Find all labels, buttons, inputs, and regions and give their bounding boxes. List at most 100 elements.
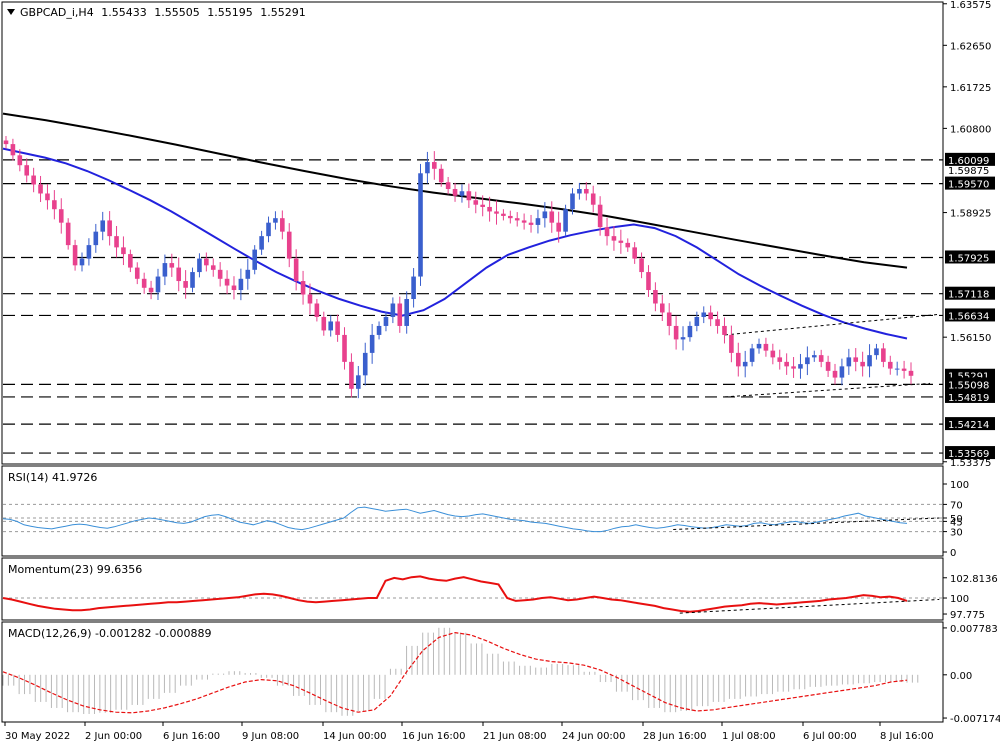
momentum-panel-frame [1,557,944,621]
candle-body [735,352,741,367]
candle-body [770,350,776,358]
candle-body [514,218,520,221]
header-close: 1.55291 [260,6,306,19]
rsi-header: RSI(14) 41.9726 [8,471,97,484]
rsi-tick-label: 45 [950,517,963,528]
candle-body [639,258,644,273]
candle-body [65,222,71,246]
time-tick-label: 21 Jun 08:00 [483,731,547,742]
level-label-box [945,176,995,190]
time-tick-label: 24 Jun 00:00 [562,731,626,742]
level-label: 1.59570 [948,180,989,191]
price-axis: 1.63575 1.62650 1.61725 1.60800 1.58925 1.561… [943,0,991,469]
candle-body [397,303,403,326]
momentum-line [2,575,908,613]
candle-body [342,334,347,362]
candle-body [604,227,610,237]
price-tick-label: 1.58925 [950,209,991,220]
candle-body [383,316,389,326]
level-label: 1.59875 [948,166,989,177]
level-label: 1.54214 [948,420,989,431]
candle-body [58,209,64,223]
candle-body [438,168,444,183]
candle-body [749,348,755,362]
candle-body [238,278,244,291]
level-label: 1.57925 [948,253,989,264]
candle-body [853,357,859,362]
candle-body [280,218,285,232]
level-label-box [945,250,995,264]
candle-body [887,361,893,369]
candle-body [72,245,78,266]
candle-body [901,368,907,371]
macd-tick-label: -0.007174 [950,714,1000,725]
level-label-box [945,152,995,166]
candle-body [715,319,720,326]
candle-body [832,370,838,378]
rsi-panel-frame [1,465,944,557]
candle-body [204,258,209,266]
candle-body [729,334,734,353]
candle-body [466,191,472,201]
candle-body [445,182,451,189]
ma-fast-line [2,147,908,340]
candle-body [646,272,651,291]
rsi-tick-label: 50 [950,514,963,525]
candle-body [501,213,506,216]
time-axis: 30 May 2022 2 Jun 00:00 6 Jun 16:00 9 Jun 0… [4,722,934,742]
macd-panel: 0.007783 0.00 -0.007174 [2,624,1000,725]
macd-tick-label: 0.007783 [950,624,998,635]
candle-body [259,236,264,250]
price-levels [3,159,943,454]
candle-body [224,278,230,286]
candle-body [10,144,16,156]
candle-body [252,249,258,270]
candle-body [197,258,202,273]
level-label: 1.54819 [948,393,989,404]
level-label-box [945,446,995,460]
candle-body [335,321,340,335]
momentum-header: Momentum(23) 99.6356 [8,563,142,576]
time-tick-label: 16 Jun 16:00 [402,731,466,742]
momentum-tick-label: 102.8136 [950,574,998,585]
candle-body [459,191,465,196]
time-tick-label: 2 Jun 00:00 [85,731,142,742]
header-open: 1.55433 [101,6,147,19]
candle-body [487,206,492,212]
level-label: 1.56634 [948,311,989,322]
rsi-tick-label: 0 [950,548,956,559]
candle-body [93,231,99,246]
candle-body [286,231,292,259]
macd-signal-line [2,631,908,714]
momentum-trendline [679,598,940,614]
candle-body [860,361,865,367]
candle-body [210,265,216,270]
candle-body [784,361,789,367]
candle-body [425,162,430,174]
candle-body [687,325,693,338]
candle-body [618,240,624,243]
candle-body [121,247,126,255]
candle-body [673,325,679,340]
candle-body [563,209,568,232]
collapse-triangle-icon[interactable] [7,9,15,15]
candle-body [611,236,617,241]
candle-body [328,321,333,331]
candle-body [362,352,368,376]
candle-body [508,215,513,219]
candle-body [45,193,50,201]
candle-body [542,211,548,219]
time-tick-label: 6 Jun 16:00 [163,731,220,742]
svg-text:GBPCAD_i,H4 1.55433: GBPCAD_i,H4 1.55433 1.55505 1.55195 1.55… [20,6,306,19]
candle-body [722,325,727,335]
candle-body [625,242,631,248]
candle-body [881,348,886,362]
candle-body [708,312,713,320]
candle-body [148,287,154,293]
candle-body [134,267,140,279]
candle-body [777,357,783,362]
level-label: 1.55098 [948,380,989,391]
candle-body [811,355,817,358]
candle-body [577,188,582,194]
